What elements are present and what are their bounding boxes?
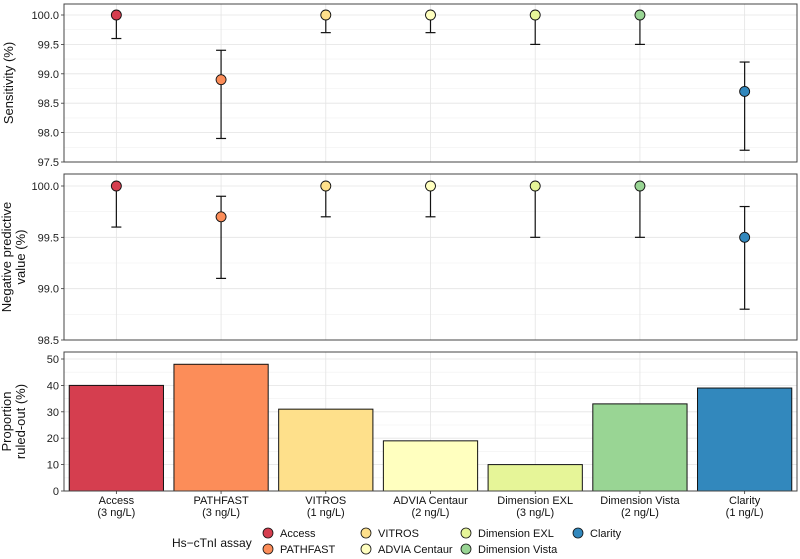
legend-item-pathfast: PATHFAST [262, 543, 335, 556]
y-tick-label: 98.0 [38, 128, 59, 140]
y-tick-label: 100.0 [31, 181, 59, 193]
x-tick-label: ADVIA Centaur [393, 495, 468, 507]
bar-advia-centaur [382, 440, 479, 492]
legend-swatch [360, 543, 372, 555]
y-tick-label: 98.5 [38, 98, 59, 110]
data-point [320, 9, 332, 21]
data-point [110, 180, 122, 192]
x-tick-threshold: (2 ng/L) [412, 507, 450, 519]
point-group-access [110, 180, 122, 228]
y-tick-label: 40 [47, 380, 59, 392]
legend-label: Dimension EXL [478, 528, 554, 540]
y-tick-label: 0 [53, 486, 59, 498]
point-group-dimension-vista [634, 180, 646, 238]
legend-label: VITROS [378, 528, 419, 540]
data-point [320, 180, 332, 192]
point-group-dimension-exl [529, 9, 541, 46]
data-point [425, 180, 436, 192]
legend-title: Hs−cTnI assay [172, 536, 252, 550]
point-group-vitros [320, 180, 332, 218]
x-tick-threshold: (3 ng/L) [516, 507, 554, 519]
legend-item-vitros: VITROS [360, 527, 419, 540]
point-group-dimension-exl [529, 180, 541, 238]
y-axis-label: value (%) [13, 230, 28, 285]
bar-access [68, 384, 164, 492]
x-tick-label: Clarity [729, 495, 761, 507]
legend-item-clarity: Clarity [572, 527, 622, 540]
point-group-clarity [739, 61, 751, 151]
legend-item-access: Access [262, 527, 316, 540]
legend-label: PATHFAST [280, 544, 335, 556]
bar-dimension-vista [592, 403, 688, 492]
y-axis-label: Proportion [0, 392, 14, 452]
x-tick-label: PATHFAST [193, 495, 248, 507]
legend-swatch [460, 543, 472, 555]
legend-label: ADVIA Centaur [378, 544, 453, 556]
legend-item-advia-centaur: ADVIA Centaur [360, 543, 453, 556]
y-tick-label: 100.0 [31, 10, 59, 22]
point-group-pathfast [215, 49, 227, 140]
bar-pathfast [173, 363, 269, 492]
y-tick-label: 30 [47, 407, 59, 419]
panel-2: 98.5 99.0 99.5 100.0 Negative predictive valu… [0, 173, 798, 347]
legend-swatch [262, 543, 274, 555]
y-tick-label: 20 [47, 433, 59, 445]
data-point [215, 74, 227, 86]
legend-swatch [262, 527, 274, 539]
x-tick-threshold: (1 ng/L) [307, 507, 345, 519]
y-tick-label: 50 [47, 354, 59, 366]
legend-item-dimension-vista: Dimension Vista [460, 543, 558, 556]
x-tick-label: Access [99, 495, 135, 507]
x-tick-label: Dimension Vista [600, 495, 680, 507]
legend-label: Dimension Vista [478, 544, 558, 556]
y-tick-label: 97.5 [38, 157, 59, 169]
point-group-vitros [320, 9, 332, 34]
y-axis-label: Negative predictive [0, 202, 14, 313]
point-group-access [110, 9, 122, 40]
point-group-clarity [739, 205, 751, 310]
point-group-dimension-vista [634, 9, 646, 46]
legend-label: Access [280, 528, 316, 540]
panel-border [63, 173, 798, 341]
data-point [529, 9, 541, 21]
data-point [215, 211, 227, 223]
point-group-pathfast [215, 195, 227, 279]
panel-1: 97.5 98.0 98.5 99.0 99.5 100.0 Sensitivity (%) [1, 3, 798, 169]
x-tick-label: Dimension EXL [497, 495, 573, 507]
panel-3: 0 10 20 30 40 50 Proportion ruled-out (%) [0, 351, 798, 498]
data-point [529, 180, 541, 192]
point-group-advia-centaur [425, 9, 436, 34]
legend-swatch [572, 527, 584, 539]
x-tick-threshold: (1 ng/L) [726, 507, 764, 519]
y-tick-label: 99.5 [38, 232, 59, 244]
legend: Hs−cTnI assay Access PATHFAST VITROS ADVIA C… [172, 527, 622, 556]
panel-border [63, 3, 798, 163]
data-point [634, 180, 646, 192]
x-tick-threshold: (2 ng/L) [621, 507, 659, 519]
y-tick-label: 99.5 [38, 39, 59, 51]
bar-dimension-exl [487, 464, 583, 492]
x-tick-label: VITROS [305, 495, 346, 507]
data-point [634, 9, 646, 21]
data-point [739, 85, 751, 97]
data-point [739, 231, 751, 243]
y-axis-label: ruled-out (%) [13, 384, 28, 459]
bar-vitros [278, 408, 374, 492]
x-tick-threshold: (3 ng/L) [202, 507, 240, 519]
legend-label: Clarity [590, 528, 622, 540]
y-tick-label: 99.0 [38, 69, 59, 81]
legend-swatch [460, 527, 472, 539]
legend-item-dimension-exl: Dimension EXL [460, 527, 554, 540]
y-axis-label: Sensitivity (%) [1, 42, 16, 124]
point-group-advia-centaur [425, 180, 436, 218]
y-tick-label: 98.5 [38, 335, 59, 347]
data-point [425, 9, 436, 21]
x-tick-threshold: (3 ng/L) [97, 507, 135, 519]
y-tick-label: 10 [47, 460, 59, 472]
bar-clarity [697, 387, 793, 492]
legend-swatch [360, 527, 372, 539]
data-point [110, 9, 122, 21]
y-tick-label: 99.0 [38, 284, 59, 296]
